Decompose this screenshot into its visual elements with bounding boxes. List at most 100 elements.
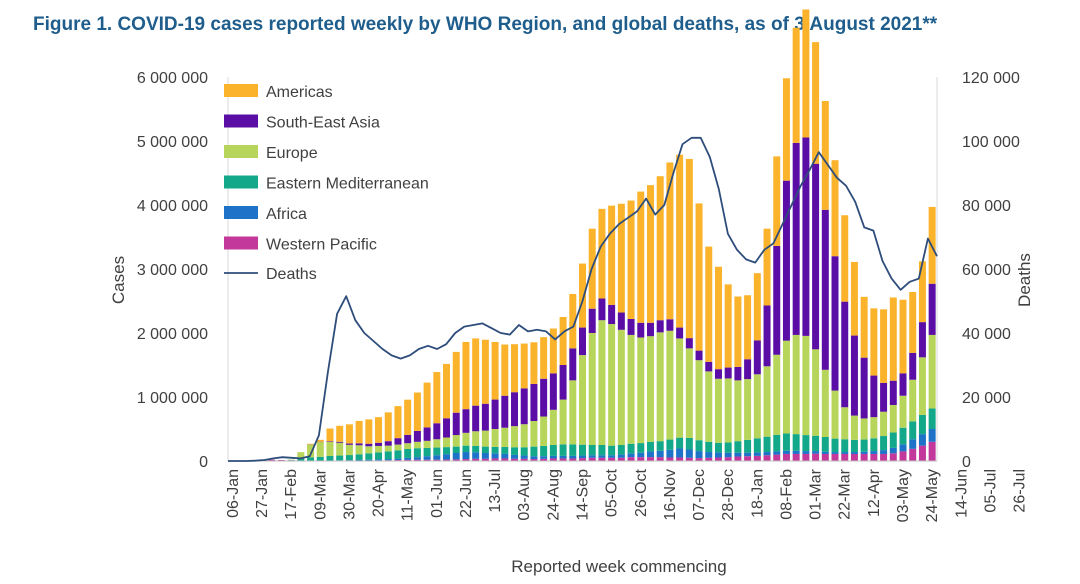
bar-segment — [501, 453, 509, 459]
y-tick-label: 5 000 000 — [137, 134, 208, 151]
bar-segment — [579, 444, 586, 456]
bar-segment — [821, 209, 829, 370]
bar-segment — [841, 452, 849, 454]
bar-segment — [646, 336, 654, 442]
bar-segment — [316, 439, 324, 442]
bar-segment — [598, 457, 606, 461]
bar-segment — [326, 441, 334, 442]
bar-segment — [345, 444, 353, 456]
bar-segment — [812, 163, 820, 350]
bar-segment — [753, 455, 761, 461]
bar-segment — [821, 453, 829, 461]
bar-segment — [452, 459, 460, 461]
bar-segment — [375, 459, 383, 461]
bar-segment — [608, 205, 616, 305]
series-europe — [287, 320, 936, 460]
bar-segment — [714, 266, 722, 370]
bar-segment — [724, 452, 732, 458]
bar-segment — [598, 208, 606, 299]
bar-segment — [404, 459, 412, 461]
bar-segment — [316, 456, 324, 461]
bar-segment — [481, 458, 489, 461]
bar-segment — [676, 437, 684, 449]
bar-segment — [462, 409, 470, 433]
x-tick-label: 18-Jan — [749, 469, 766, 518]
bar-segment — [491, 453, 499, 459]
bar-segment — [569, 444, 577, 456]
bar-segment — [404, 434, 412, 444]
bar-segment — [714, 457, 722, 461]
bar-segment — [666, 439, 674, 450]
x-tick-label: 24-Aug — [545, 469, 562, 521]
bar-segment — [307, 457, 315, 461]
bar-segment — [899, 444, 907, 452]
bar-segment — [705, 452, 713, 458]
x-axis-title: Reported week commencing — [511, 557, 726, 576]
y-tick-label: 3 000 000 — [137, 262, 208, 279]
bar-segment — [375, 445, 383, 453]
bar-segment — [802, 335, 810, 436]
bar-segment — [753, 340, 761, 375]
bar-segment — [627, 443, 635, 454]
bar-segment — [685, 348, 693, 438]
bar-segment — [404, 399, 412, 435]
bar-segment — [569, 380, 577, 445]
bar-segment — [530, 383, 538, 421]
bar-segment — [375, 417, 383, 443]
bar-segment — [423, 382, 431, 428]
x-tick-label: 14-Sep — [575, 469, 592, 521]
bar-segment — [520, 458, 528, 461]
bar-segment — [297, 452, 305, 459]
bar-segment — [559, 317, 567, 365]
legend-label: Americas — [266, 84, 333, 101]
bar-segment — [928, 283, 936, 335]
bar-segment — [860, 296, 868, 358]
bar-segment — [598, 298, 606, 321]
x-tick-label: 08-Feb — [779, 469, 796, 520]
bar-segment — [462, 452, 470, 460]
bar-segment — [627, 334, 635, 444]
y2-tick-label: 0 — [962, 454, 971, 471]
x-tick-label: 01-Mar — [808, 468, 825, 519]
bar-segment — [870, 451, 878, 454]
bar-segment — [656, 176, 664, 321]
bar-segment — [734, 452, 742, 457]
axes-layer — [227, 77, 938, 462]
bar-segment — [734, 441, 742, 453]
bar-segment — [841, 439, 849, 453]
bar-segment — [860, 357, 868, 419]
bar-segment — [549, 409, 557, 445]
bar-segment — [326, 456, 334, 461]
bar-segment — [511, 392, 519, 427]
legend-label: South-East Asia — [266, 115, 380, 132]
bar-segment — [792, 27, 800, 143]
x-tick-label: 07-Dec — [691, 469, 708, 521]
bar-segment — [646, 457, 654, 461]
bar-segment — [812, 451, 820, 454]
bar-segment — [646, 451, 654, 458]
bar-segment — [802, 435, 810, 452]
y2-tick-label: 120 000 — [962, 70, 1020, 87]
deaths-line — [228, 136, 938, 462]
bar-segment — [384, 451, 392, 460]
bar-segment — [307, 444, 315, 458]
bar-segment — [666, 449, 674, 458]
bar-segment — [802, 137, 810, 336]
bar-segment — [511, 458, 519, 461]
bar-segment — [569, 348, 577, 381]
bar-segment — [773, 156, 781, 246]
bar-segment — [676, 338, 684, 438]
bar-segment — [705, 361, 713, 372]
bar-segment — [831, 160, 839, 257]
bar-segment — [520, 424, 528, 448]
bar-segment — [423, 427, 431, 441]
bar-segment — [627, 453, 635, 458]
bar-segment — [394, 444, 402, 451]
bar-segment — [928, 441, 936, 461]
bar-segment — [773, 451, 781, 455]
legend-swatch — [224, 84, 258, 97]
y2-tick-label: 60 000 — [962, 262, 1011, 279]
bar-segment — [433, 439, 441, 448]
bar-segment — [705, 246, 713, 362]
bar-segment — [724, 367, 732, 379]
